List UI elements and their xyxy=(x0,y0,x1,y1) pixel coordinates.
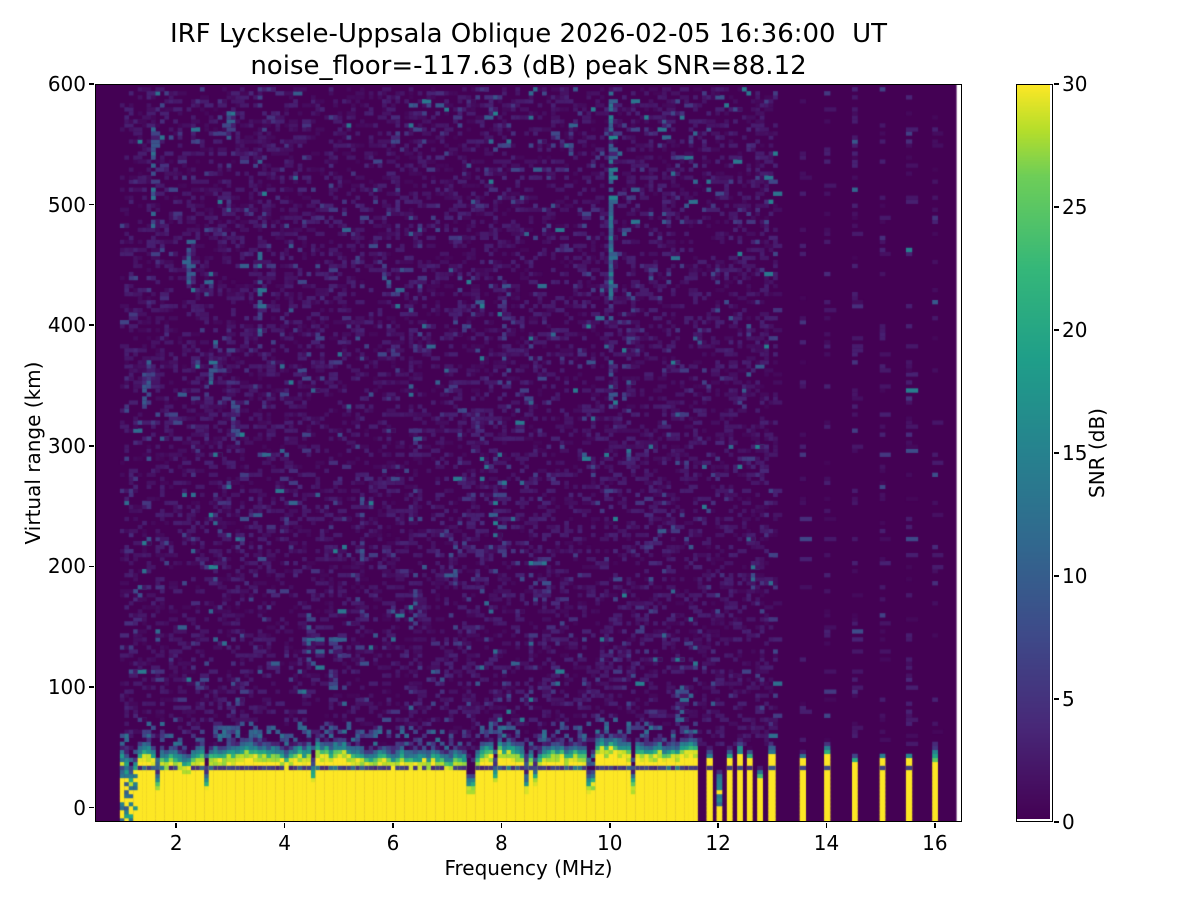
x-tick xyxy=(934,823,936,828)
x-tick xyxy=(284,823,286,828)
plot-title: IRF Lycksele-Uppsala Oblique 2026-02-05 … xyxy=(95,18,962,50)
ionogram-figure: IRF Lycksele-Uppsala Oblique 2026-02-05 … xyxy=(0,0,1200,900)
colorbar-border xyxy=(1016,84,1053,822)
y-tick xyxy=(89,566,94,568)
colorbar-tick xyxy=(1054,329,1059,331)
colorbar-tick xyxy=(1054,83,1059,85)
x-tick-label: 10 xyxy=(575,831,645,855)
colorbar-tick-label: 20 xyxy=(1062,318,1122,342)
colorbar-tick-label: 25 xyxy=(1062,195,1122,219)
x-tick xyxy=(717,823,719,828)
y-axis-label: Virtual range (km) xyxy=(21,303,45,603)
y-tick xyxy=(89,204,94,206)
colorbar-tick xyxy=(1054,575,1059,577)
x-tick-label: 2 xyxy=(141,831,211,855)
x-tick-label: 12 xyxy=(683,831,753,855)
y-tick xyxy=(89,324,94,326)
x-tick xyxy=(501,823,503,828)
x-tick xyxy=(609,823,611,828)
colorbar-tick-label: 10 xyxy=(1062,564,1122,588)
y-tick xyxy=(89,686,94,688)
x-tick-label: 14 xyxy=(792,831,862,855)
x-axis-label: Frequency (MHz) xyxy=(95,856,962,880)
colorbar-tick xyxy=(1054,821,1059,823)
x-tick xyxy=(175,823,177,828)
x-tick xyxy=(826,823,828,828)
x-tick-label: 8 xyxy=(466,831,536,855)
y-tick-label: 500 xyxy=(36,193,86,217)
y-tick-label: 0 xyxy=(36,796,86,820)
x-tick xyxy=(392,823,394,828)
y-tick xyxy=(89,807,94,809)
x-tick-label: 16 xyxy=(900,831,970,855)
heatmap-canvas xyxy=(95,84,962,822)
x-tick-label: 4 xyxy=(250,831,320,855)
y-tick xyxy=(89,445,94,447)
colorbar-tick xyxy=(1054,206,1059,208)
y-tick-label: 100 xyxy=(36,675,86,699)
plot-subtitle: noise_floor=-117.63 (dB) peak SNR=88.12 xyxy=(95,50,962,82)
y-tick xyxy=(89,83,94,85)
x-tick-label: 6 xyxy=(358,831,428,855)
colorbar-tick-label: 5 xyxy=(1062,687,1122,711)
colorbar-tick-label: 0 xyxy=(1062,810,1122,834)
colorbar-tick xyxy=(1054,452,1059,454)
colorbar-label: SNR (dB) xyxy=(1085,353,1109,553)
y-tick-label: 600 xyxy=(36,72,86,96)
colorbar-tick-label: 30 xyxy=(1062,72,1122,96)
colorbar-tick xyxy=(1054,698,1059,700)
